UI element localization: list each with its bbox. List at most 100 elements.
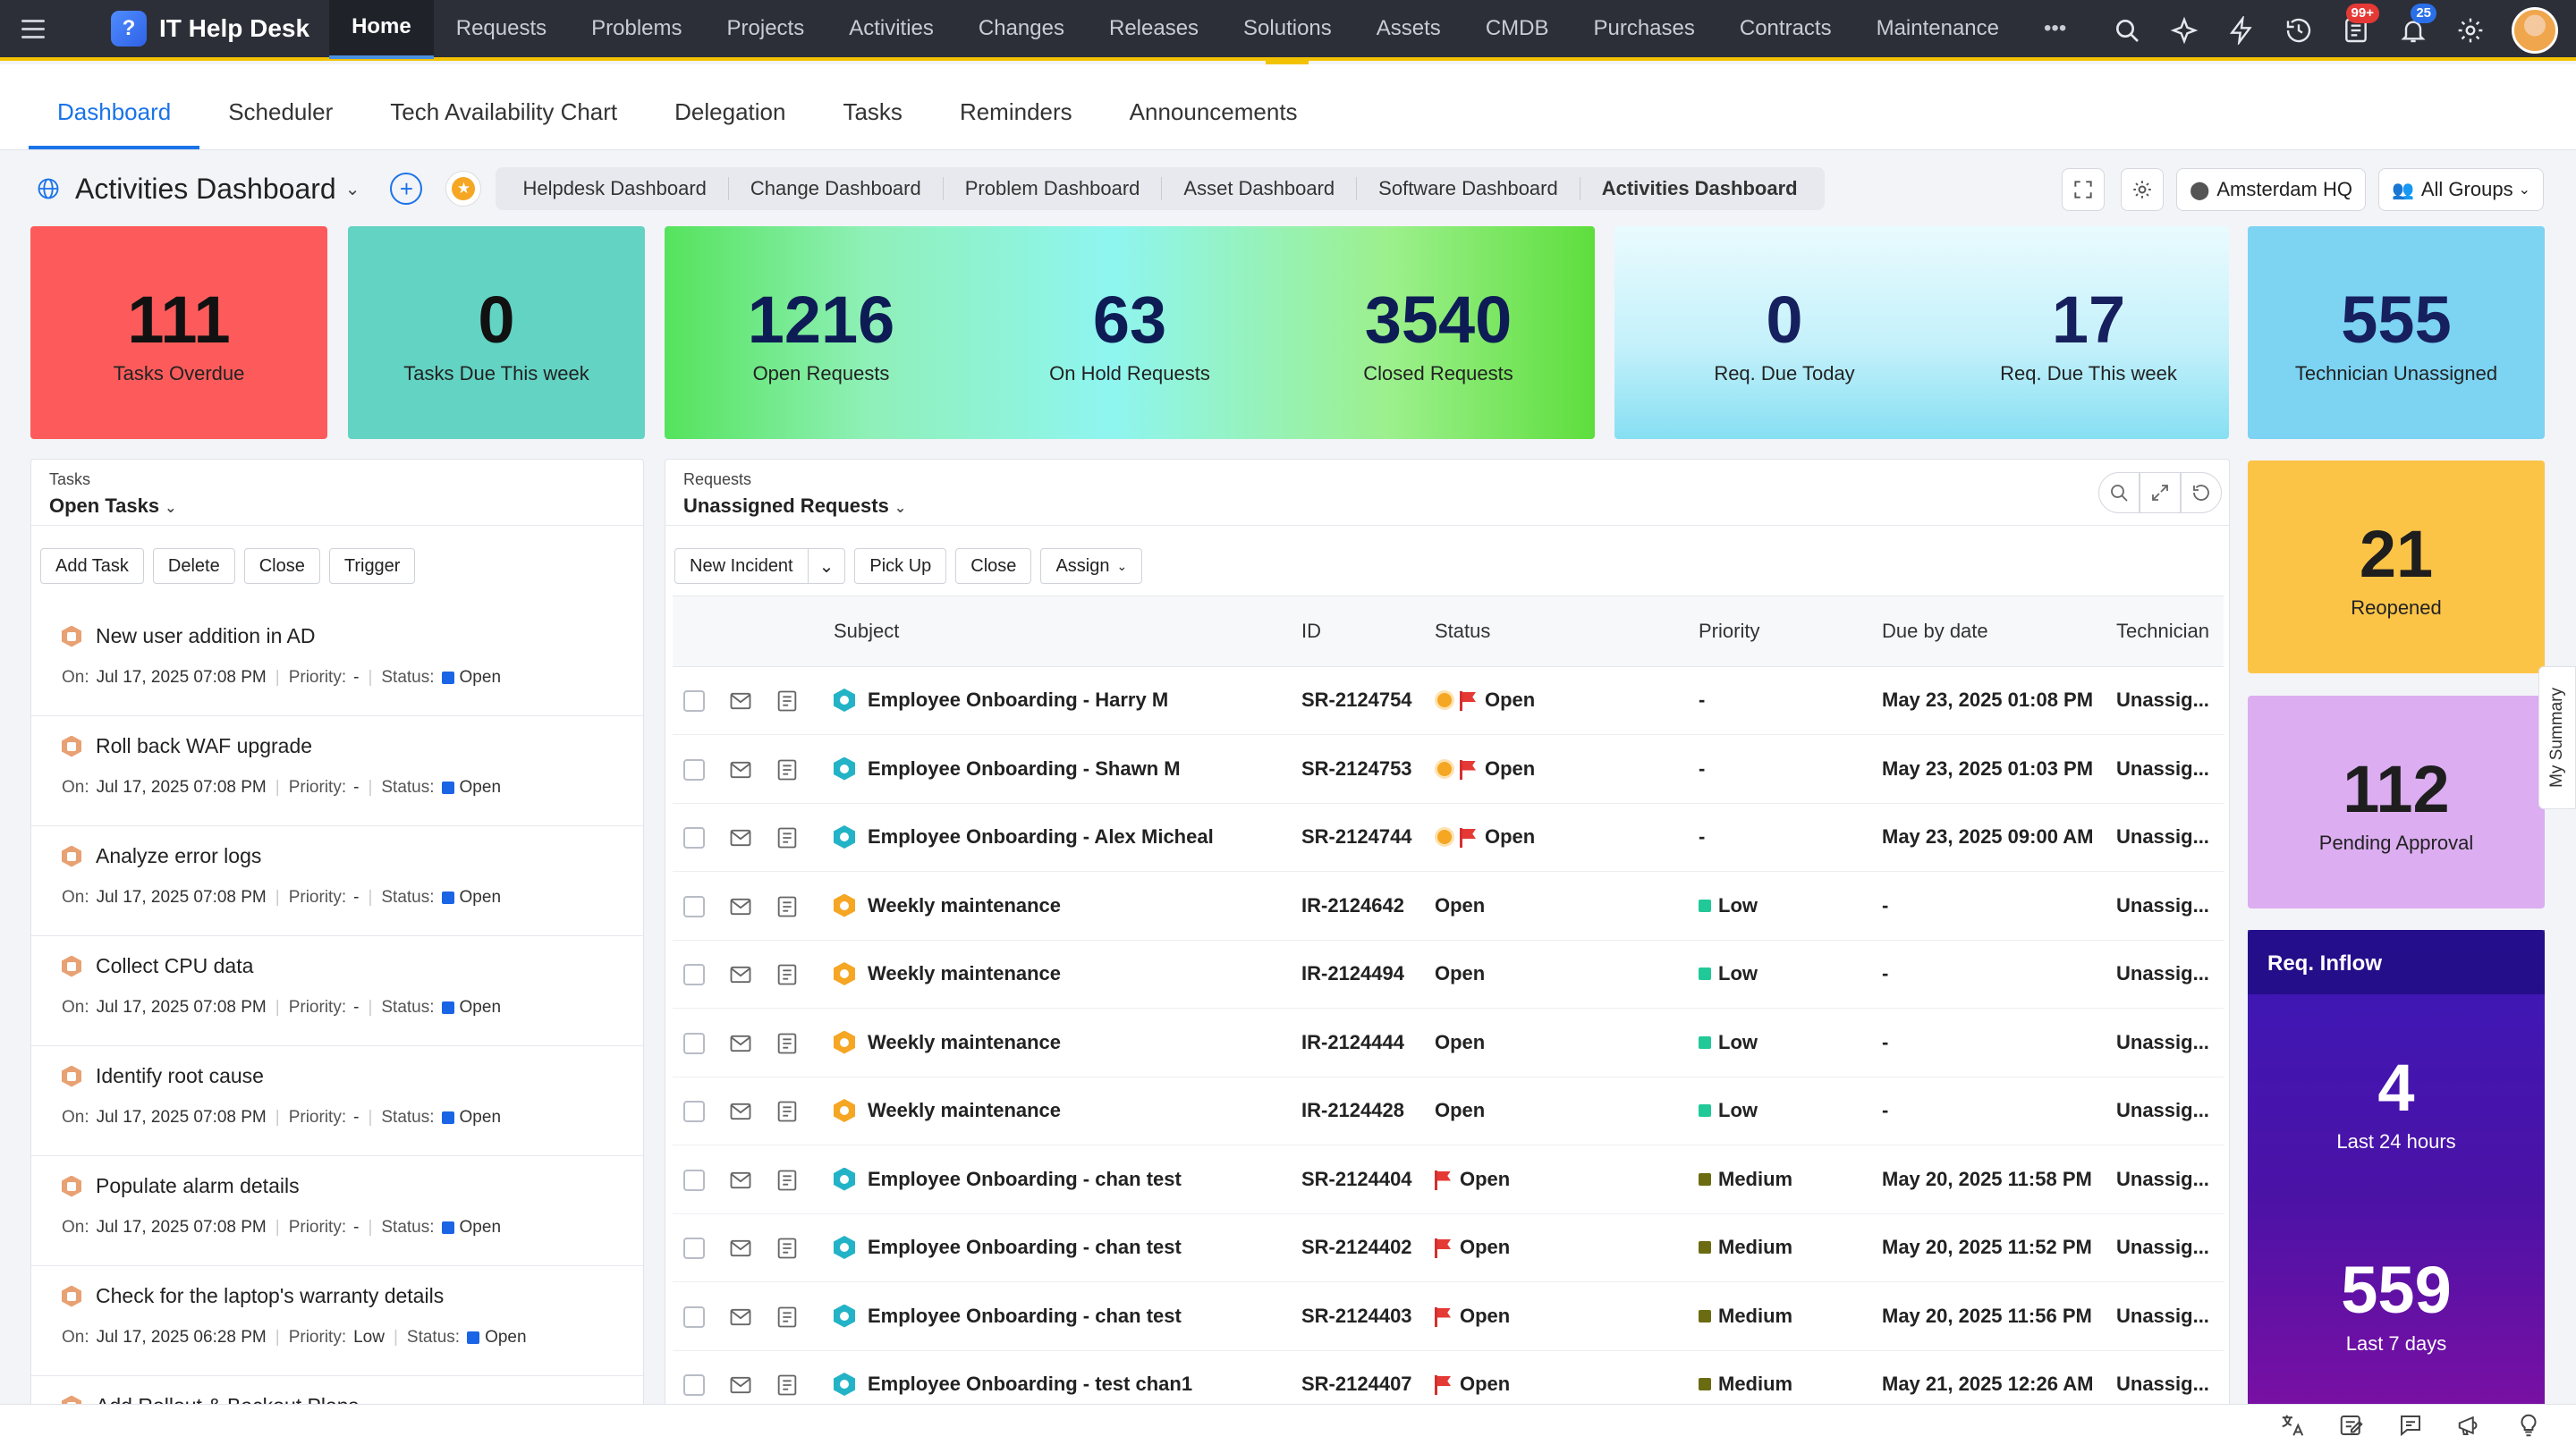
table-row[interactable]: Weekly maintenance IR-2124444 Open Low - Unas… <box>673 1010 2224 1077</box>
row-checkbox[interactable] <box>683 895 705 917</box>
notes-icon[interactable] <box>775 1168 800 1198</box>
task-title[interactable]: Add Rollout & Backout Plans <box>96 1394 360 1407</box>
column-due-date[interactable]: Due by date <box>1882 620 1988 642</box>
task-title[interactable]: Analyze error logs <box>96 844 262 867</box>
tab-announcements[interactable]: Announcements <box>1129 98 1298 125</box>
site-selector[interactable]: ⬤ Amsterdam HQ <box>2175 168 2366 211</box>
request-subject[interactable]: Employee Onboarding - Shawn M <box>868 756 1181 780</box>
due-week-metric[interactable]: 17 Req. Due This week <box>1972 287 2205 385</box>
closed-requests-metric[interactable]: 3540 Closed Requests <box>1335 287 1541 385</box>
nav-tab-home[interactable]: Home <box>329 0 434 59</box>
tab-dashboard[interactable]: Dashboard <box>29 63 200 149</box>
nav-tab-changes[interactable]: Changes <box>978 16 1064 40</box>
row-checkbox[interactable] <box>683 1306 705 1328</box>
row-checkbox[interactable] <box>683 1238 705 1259</box>
nav-tab-cmdb[interactable]: CMDB <box>1485 16 1549 40</box>
table-row[interactable]: Employee Onboarding - chan test SR-212440… <box>673 1146 2224 1214</box>
tasks-due-week-card[interactable]: 0 Tasks Due This week <box>348 226 645 439</box>
task-title[interactable]: Check for the laptop's warranty details <box>96 1284 445 1307</box>
table-row[interactable]: Employee Onboarding - Shawn M SR-2124753 O… <box>673 736 2224 804</box>
email-icon[interactable] <box>728 757 753 788</box>
request-id[interactable]: SR-2124753 <box>1301 756 1412 780</box>
email-icon[interactable] <box>728 1031 753 1061</box>
nav-tab-assets[interactable]: Assets <box>1376 16 1441 40</box>
brand[interactable]: ? IT Help Desk <box>66 0 329 59</box>
notes-icon[interactable] <box>775 757 800 788</box>
open-requests-metric[interactable]: 1216 Open Requests <box>718 287 924 385</box>
task-title[interactable]: New user addition in AD <box>96 624 316 647</box>
expand-widget-button[interactable] <box>2140 472 2181 513</box>
nav-tab-projects[interactable]: Projects <box>726 16 805 40</box>
table-row[interactable]: Employee Onboarding - Alex Micheal SR-212… <box>673 804 2224 872</box>
table-row[interactable]: Employee Onboarding - test chan1 SR-21244… <box>673 1351 2224 1406</box>
on-hold-metric[interactable]: 63 On Hold Requests <box>1027 287 1233 385</box>
dashboard-settings-button[interactable] <box>2120 168 2164 211</box>
fullscreen-button[interactable] <box>2061 168 2105 211</box>
technician-unassigned-card[interactable]: 555 Technician Unassigned <box>2248 226 2545 439</box>
request-id[interactable]: SR-2124403 <box>1301 1304 1412 1327</box>
lightbulb-icon[interactable] <box>2499 1410 2558 1441</box>
task-item[interactable]: Collect CPU data On: Jul 17, 2025 07:08 PM… <box>31 936 643 1046</box>
tasks-overdue-card[interactable]: 111 Tasks Overdue <box>30 226 327 439</box>
lightning-icon[interactable] <box>2213 0 2270 61</box>
request-id[interactable]: IR-2124428 <box>1301 1099 1404 1121</box>
row-checkbox[interactable] <box>683 690 705 712</box>
reopened-card[interactable]: 21 Reopened <box>2248 461 2545 673</box>
request-subject[interactable]: Employee Onboarding - chan test <box>868 1236 1182 1258</box>
notes-icon[interactable] <box>775 962 800 993</box>
row-checkbox[interactable] <box>683 964 705 985</box>
new-request-dropdown-button[interactable]: ⌄ <box>808 548 846 584</box>
task-title[interactable]: Identify root cause <box>96 1064 264 1087</box>
pending-approval-card[interactable]: 112 Pending Approval <box>2248 696 2545 908</box>
email-icon[interactable] <box>728 825 753 856</box>
request-id[interactable]: IR-2124642 <box>1301 893 1404 917</box>
request-id[interactable]: SR-2124404 <box>1301 1167 1412 1190</box>
nav-tab-requests[interactable]: Requests <box>455 16 547 40</box>
add-task-button[interactable]: Add Task <box>40 548 144 584</box>
task-item[interactable]: Roll back WAF upgrade On: Jul 17, 2025 07:… <box>31 716 643 826</box>
task-item[interactable]: New user addition in AD On: Jul 17, 2025 0… <box>31 606 643 716</box>
tab-tech-availability-chart[interactable]: Tech Availability Chart <box>390 98 618 125</box>
due-today-metric[interactable]: 0 Req. Due Today <box>1677 287 1892 385</box>
history-icon[interactable] <box>2270 0 2327 61</box>
my-summary-tab[interactable]: My Summary <box>2538 666 2576 809</box>
request-id[interactable]: SR-2124744 <box>1301 825 1412 848</box>
email-icon[interactable] <box>728 1373 753 1403</box>
email-icon[interactable] <box>728 1236 753 1266</box>
user-avatar[interactable] <box>2512 7 2558 54</box>
tasks-filter-select[interactable]: Open Tasks ⌄ <box>49 494 625 518</box>
email-icon[interactable] <box>728 962 753 993</box>
refresh-button[interactable] <box>2181 472 2222 513</box>
notes-icon[interactable] <box>775 1305 800 1335</box>
row-checkbox[interactable] <box>683 1032 705 1054</box>
translate-icon[interactable] <box>2263 1410 2322 1441</box>
row-checkbox[interactable] <box>683 1169 705 1191</box>
row-checkbox[interactable] <box>683 758 705 781</box>
task-item[interactable]: Analyze error logs On: Jul 17, 2025 07:08 … <box>31 826 643 936</box>
request-subject[interactable]: Weekly maintenance <box>868 1030 1062 1053</box>
task-title[interactable]: Roll back WAF upgrade <box>96 734 313 757</box>
row-checkbox[interactable] <box>683 1374 705 1396</box>
dashboard-link-change-dashboard[interactable]: Change Dashboard <box>729 177 944 200</box>
dashboard-title[interactable]: Activities Dashboard <box>75 172 336 205</box>
column-id[interactable]: ID <box>1301 620 1321 642</box>
favorite-star-button[interactable]: ★ <box>445 171 482 207</box>
notes-icon[interactable] <box>775 825 800 856</box>
notes-icon[interactable] <box>775 1373 800 1403</box>
task-title[interactable]: Collect CPU data <box>96 954 254 977</box>
task-item[interactable]: Populate alarm details On: Jul 17, 2025 07… <box>31 1156 643 1266</box>
nav-tab-purchases[interactable]: Purchases <box>1593 16 1695 40</box>
email-icon[interactable] <box>728 894 753 925</box>
request-subject[interactable]: Weekly maintenance <box>868 1099 1062 1121</box>
request-subject[interactable]: Employee Onboarding - test chan1 <box>868 1373 1193 1395</box>
tab-tasks[interactable]: Tasks <box>843 98 902 125</box>
nav-tab-problems[interactable]: Problems <box>591 16 682 40</box>
row-checkbox[interactable] <box>683 827 705 849</box>
nav-tab-activities[interactable]: Activities <box>849 16 934 40</box>
request-subject[interactable]: Weekly maintenance <box>868 893 1062 917</box>
tab-delegation[interactable]: Delegation <box>674 98 786 125</box>
chat-icon[interactable] <box>2381 1410 2440 1441</box>
task-item[interactable]: Identify root cause On: Jul 17, 2025 07:08… <box>31 1046 643 1156</box>
close-request-button[interactable]: Close <box>955 548 1032 584</box>
dashboard-link-helpdesk-dashboard[interactable]: Helpdesk Dashboard <box>501 177 729 200</box>
